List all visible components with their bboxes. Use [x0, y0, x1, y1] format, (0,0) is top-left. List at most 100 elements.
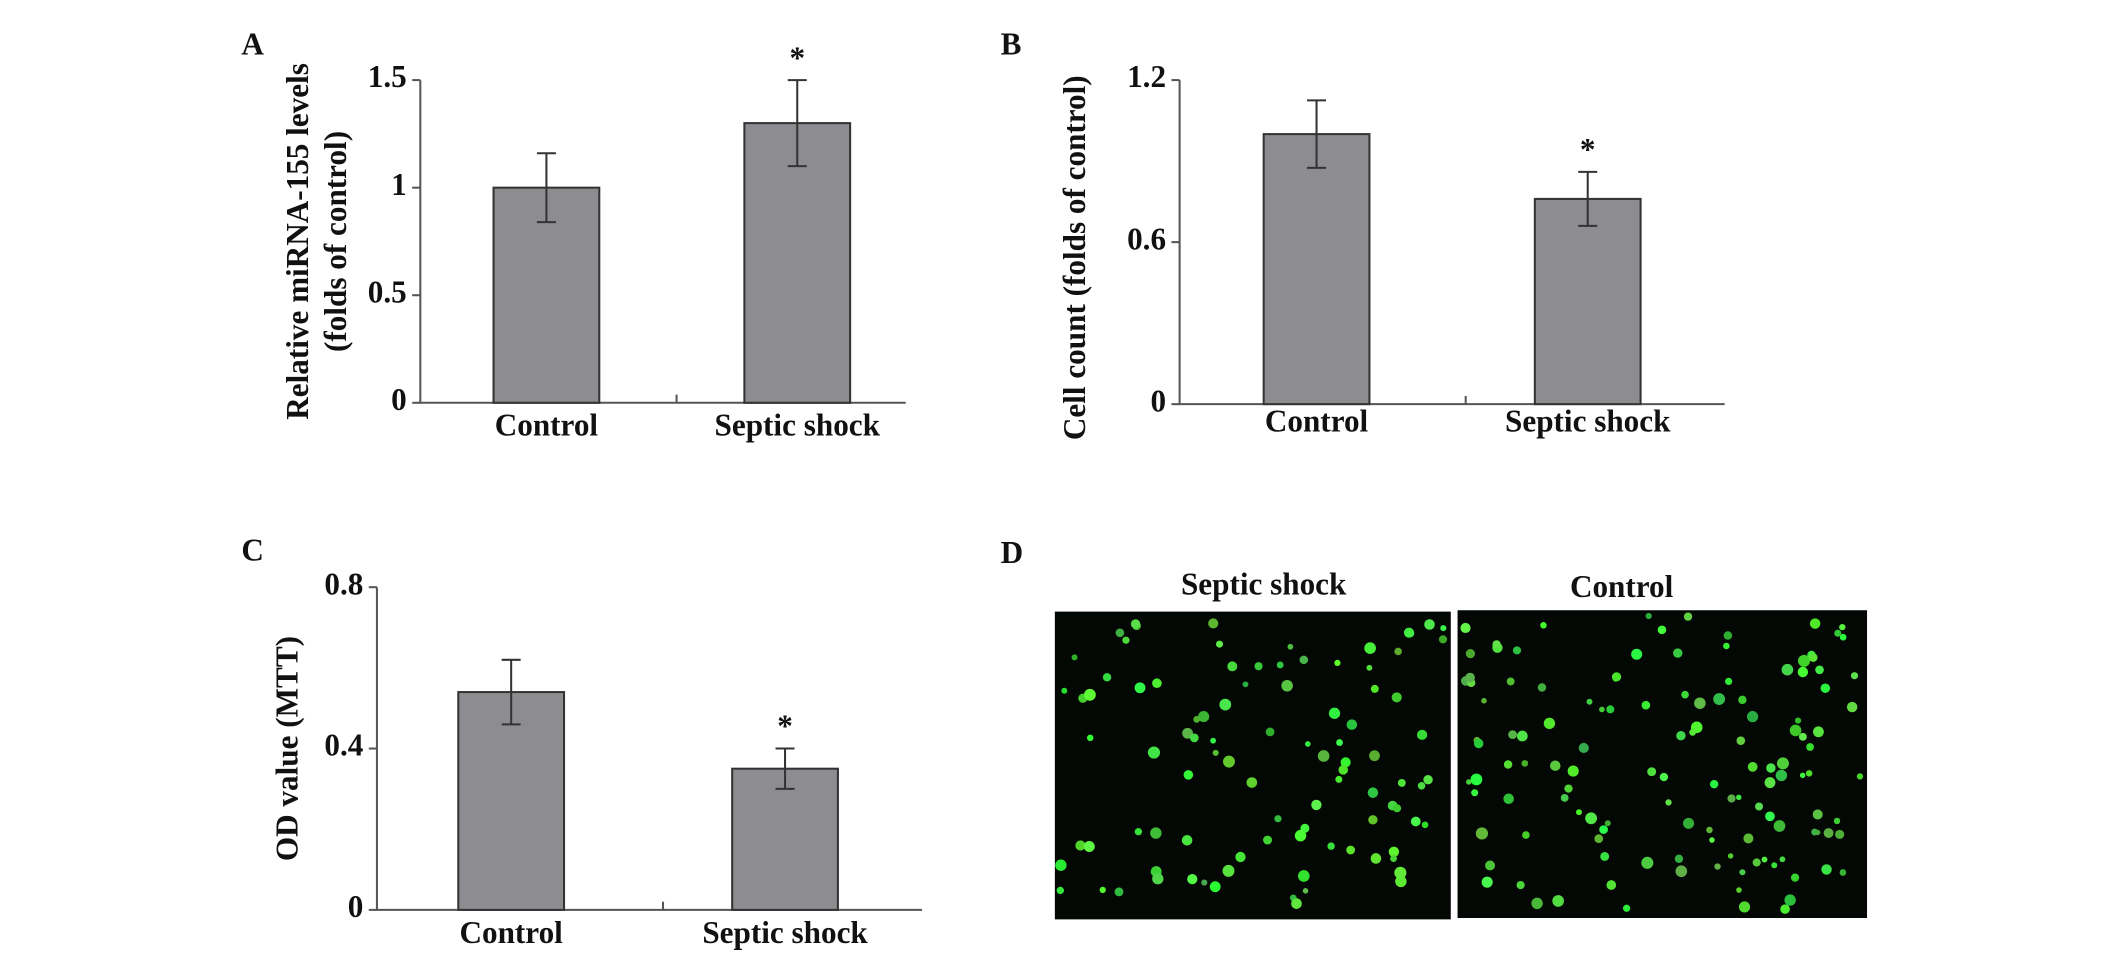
cell [1183, 770, 1194, 780]
cell [1674, 854, 1684, 863]
cell [1061, 687, 1068, 694]
cell [1599, 825, 1608, 834]
cell [1198, 711, 1210, 723]
image-title: Control [1570, 569, 1674, 604]
cell [1222, 864, 1235, 877]
cell [1473, 738, 1484, 749]
cell [1761, 856, 1768, 863]
cell [1776, 757, 1789, 770]
cell [1813, 726, 1824, 738]
cell [1657, 625, 1667, 635]
cell [1755, 802, 1764, 811]
cell [1676, 730, 1686, 741]
cell [1208, 618, 1219, 629]
significance: * [789, 40, 805, 75]
cell [1503, 760, 1513, 769]
cell [1752, 858, 1761, 867]
cell [1071, 654, 1078, 661]
cell [1550, 760, 1561, 771]
cell [1242, 681, 1249, 688]
cell [1388, 846, 1400, 857]
cell [1152, 678, 1162, 689]
cell [1150, 827, 1162, 839]
cell [1227, 661, 1238, 672]
error-bar [1578, 170, 1598, 227]
error-bar [787, 79, 807, 168]
cell [1099, 886, 1106, 894]
cell [1421, 821, 1429, 829]
y-axis-label: Relative miRNA-155 levels [280, 63, 315, 420]
cell [1641, 856, 1654, 869]
cell [1416, 729, 1428, 740]
cell [1440, 625, 1447, 632]
cell [1393, 804, 1402, 813]
cell [1552, 895, 1565, 907]
cell [1481, 697, 1487, 704]
cell [1766, 763, 1776, 773]
cell [1606, 705, 1615, 714]
micrograph [1054, 611, 1451, 920]
cell [1631, 648, 1643, 660]
cell [1291, 898, 1302, 909]
cell [1460, 622, 1471, 634]
cell [1521, 760, 1529, 767]
cell [1806, 743, 1814, 751]
cell [1328, 707, 1341, 719]
cell [1564, 784, 1573, 793]
cell [1147, 746, 1161, 759]
y-axis-label: Cell count (folds of control) [1057, 75, 1092, 440]
cell [1798, 654, 1811, 667]
cell [1835, 829, 1845, 840]
cell [1739, 869, 1746, 876]
cell [1187, 873, 1198, 885]
cell [1465, 672, 1475, 683]
cell [1743, 833, 1754, 844]
cell [1839, 623, 1846, 631]
bar [731, 767, 839, 911]
cell [1834, 629, 1842, 637]
cell [1622, 904, 1631, 912]
cell [1820, 683, 1831, 693]
cell [1645, 612, 1652, 620]
cell [1516, 730, 1528, 742]
cell [1334, 659, 1341, 667]
x-tick-label: Septic shock [1505, 404, 1671, 439]
cell [1709, 837, 1715, 843]
cell [1727, 853, 1734, 859]
panel-label: A [241, 27, 264, 62]
significance: * [777, 709, 793, 744]
cell [1397, 779, 1406, 787]
cell [1540, 622, 1547, 629]
bar [1262, 133, 1371, 406]
cell [1475, 827, 1489, 840]
cell [1305, 741, 1311, 747]
cell [1575, 809, 1582, 816]
cell [1516, 880, 1525, 890]
cell [1122, 636, 1130, 644]
cell [1815, 665, 1824, 675]
y-tick-label: 0.5 [368, 274, 407, 309]
cell [1210, 737, 1217, 744]
cell [1265, 727, 1275, 737]
cell [1369, 750, 1380, 762]
cell [1115, 628, 1125, 638]
cell [1302, 888, 1309, 894]
cell [1281, 679, 1293, 692]
cell [1805, 770, 1813, 777]
cell [1773, 820, 1786, 832]
cell [1130, 619, 1141, 629]
y-tick-label: 0 [1150, 383, 1166, 418]
cell [1723, 631, 1733, 640]
cell [1771, 862, 1778, 869]
cell [1797, 666, 1809, 678]
axis-line [1178, 80, 1725, 406]
y-axis-label: (folds of control) [318, 131, 353, 352]
cell [1665, 799, 1672, 806]
cell [1821, 864, 1832, 875]
cell [1394, 866, 1407, 879]
cell [1723, 642, 1730, 650]
error-bar [536, 152, 556, 224]
cell [1775, 769, 1788, 782]
cell [1368, 815, 1378, 825]
cell [1201, 879, 1208, 886]
